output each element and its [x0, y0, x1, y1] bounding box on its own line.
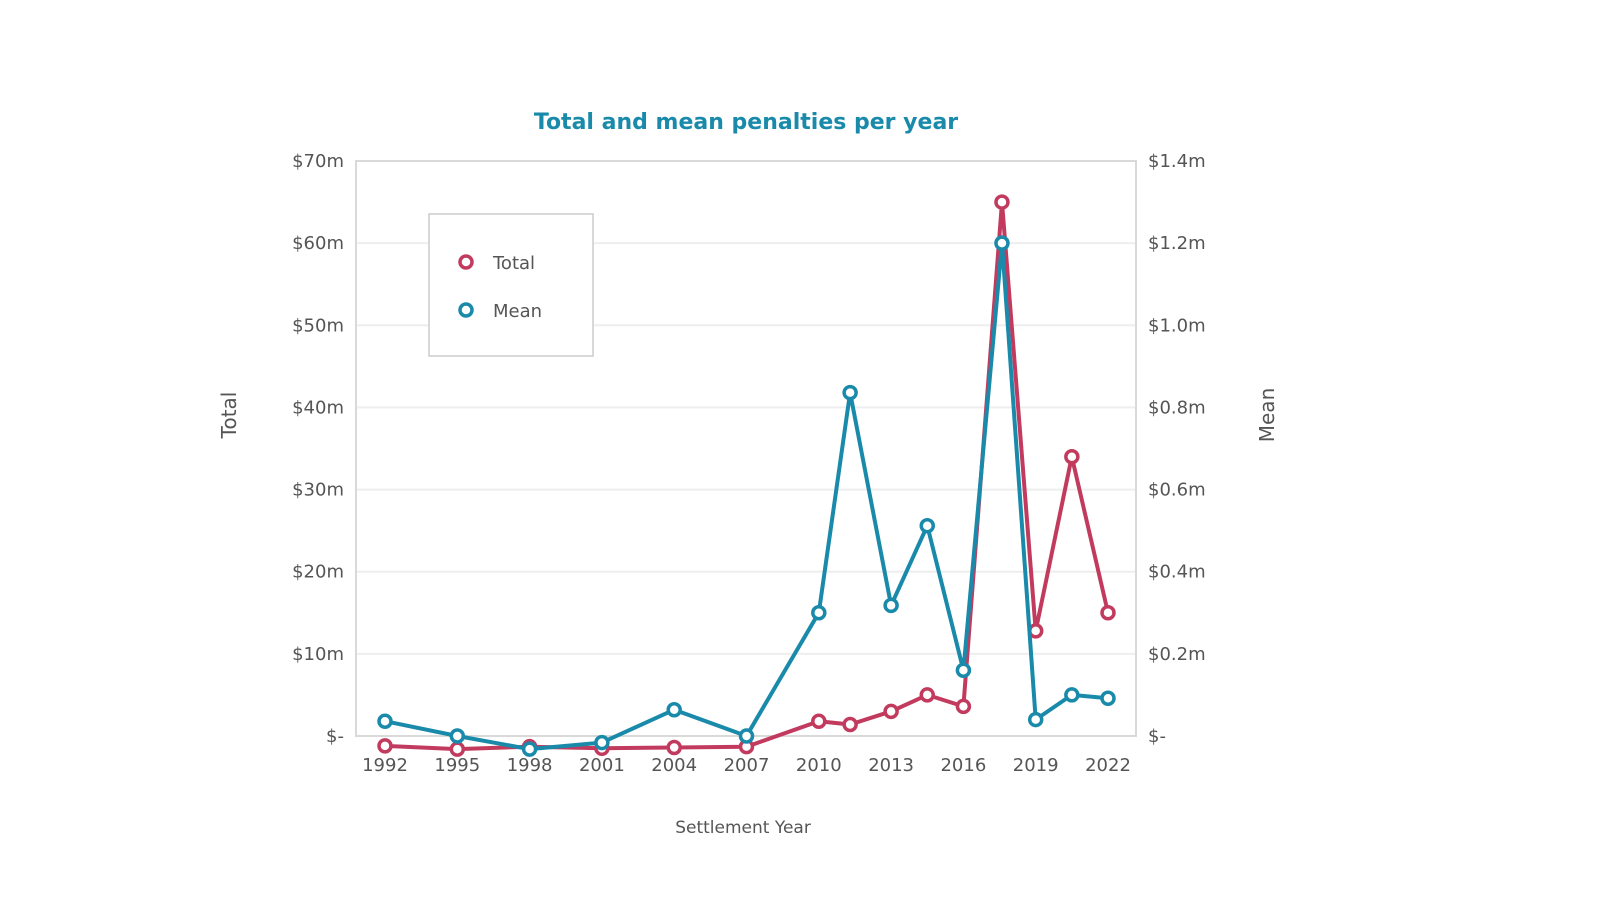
left-y-axis-label: Total — [217, 392, 241, 440]
data-point-total — [1064, 448, 1080, 465]
data-point-mean — [594, 734, 610, 751]
data-point-total — [842, 716, 858, 733]
data-point-mean — [377, 713, 393, 729]
legend-label-total: Total — [492, 253, 535, 274]
left-y-axis-ticks: $- $10m $20m $30m $40m $50m $60m $70m — [292, 151, 344, 747]
x-tick-label: 2001 — [579, 755, 625, 776]
data-point-total — [955, 698, 972, 715]
data-point-mean — [666, 701, 682, 718]
x-tick-label: 2016 — [940, 755, 986, 776]
left-y-tick-label: $60m — [292, 233, 344, 254]
right-y-tick-label: $0.8m — [1148, 397, 1206, 418]
x-tick-label: 2004 — [651, 755, 697, 776]
data-point-mean — [883, 597, 899, 614]
data-point-mean — [1100, 690, 1116, 706]
left-y-tick-label: $20m — [292, 562, 344, 583]
x-axis-ticks: 1992 1995 1998 2001 2004 2007 2010 2013 2016 2019… — [362, 755, 1131, 776]
x-axis-label: Settlement Year — [675, 818, 811, 838]
right-y-axis-label: Mean — [1255, 388, 1279, 443]
x-tick-label: 1992 — [362, 755, 408, 776]
data-point-total — [919, 687, 935, 703]
left-y-tick-label: $- — [326, 726, 344, 747]
data-point-total — [666, 739, 682, 756]
left-y-tick-label: $40m — [292, 397, 344, 418]
legend: Total Mean — [428, 213, 594, 357]
right-y-tick-label: $1.0m — [1148, 315, 1206, 336]
right-y-tick-label: $0.6m — [1148, 480, 1206, 501]
data-point-total — [883, 703, 899, 720]
right-y-tick-label: $1.4m — [1148, 151, 1206, 172]
series-mean — [377, 235, 1116, 757]
right-y-tick-label: $0.2m — [1148, 644, 1206, 665]
x-tick-label: 2019 — [1013, 755, 1059, 776]
legend-box — [428, 213, 594, 357]
x-tick-label: 1998 — [507, 755, 553, 776]
right-y-tick-label: $- — [1148, 726, 1166, 747]
right-y-axis-ticks: $- $0.2m $0.4m $0.6m $0.8m $1.0m $1.2m $1.4m — [1148, 151, 1206, 747]
right-y-tick-label: $0.4m — [1148, 562, 1206, 583]
data-point-total — [377, 738, 393, 754]
left-y-tick-label: $70m — [292, 151, 344, 172]
data-point-mean — [919, 517, 935, 534]
x-tick-label: 2010 — [796, 755, 842, 776]
data-point-mean — [1064, 687, 1080, 703]
data-point-mean — [994, 235, 1010, 251]
legend-marker-total — [458, 254, 474, 270]
data-point-mean — [842, 384, 858, 401]
data-point-mean — [1027, 711, 1044, 728]
left-y-tick-label: $30m — [292, 480, 344, 501]
series-layer — [377, 194, 1116, 757]
legend-marker-mean — [458, 302, 474, 318]
data-point-mean — [811, 605, 827, 621]
chart-title: Total and mean penalties per year — [534, 110, 958, 135]
data-point-total — [811, 713, 827, 729]
data-point-total — [994, 194, 1010, 210]
data-point-mean — [449, 728, 466, 744]
data-point-mean — [955, 662, 972, 679]
data-point-total — [1100, 605, 1116, 621]
x-tick-label: 2013 — [868, 755, 914, 776]
right-y-tick-label: $1.2m — [1148, 233, 1206, 254]
data-point-mean — [738, 728, 755, 744]
x-tick-label: 2007 — [724, 755, 770, 776]
legend-label-mean: Mean — [493, 301, 542, 322]
left-y-tick-label: $50m — [292, 315, 344, 336]
x-tick-label: 1995 — [434, 755, 480, 776]
x-tick-label: 2022 — [1085, 755, 1131, 776]
left-y-tick-label: $10m — [292, 644, 344, 665]
data-point-total — [449, 741, 466, 757]
data-point-mean — [521, 741, 538, 757]
